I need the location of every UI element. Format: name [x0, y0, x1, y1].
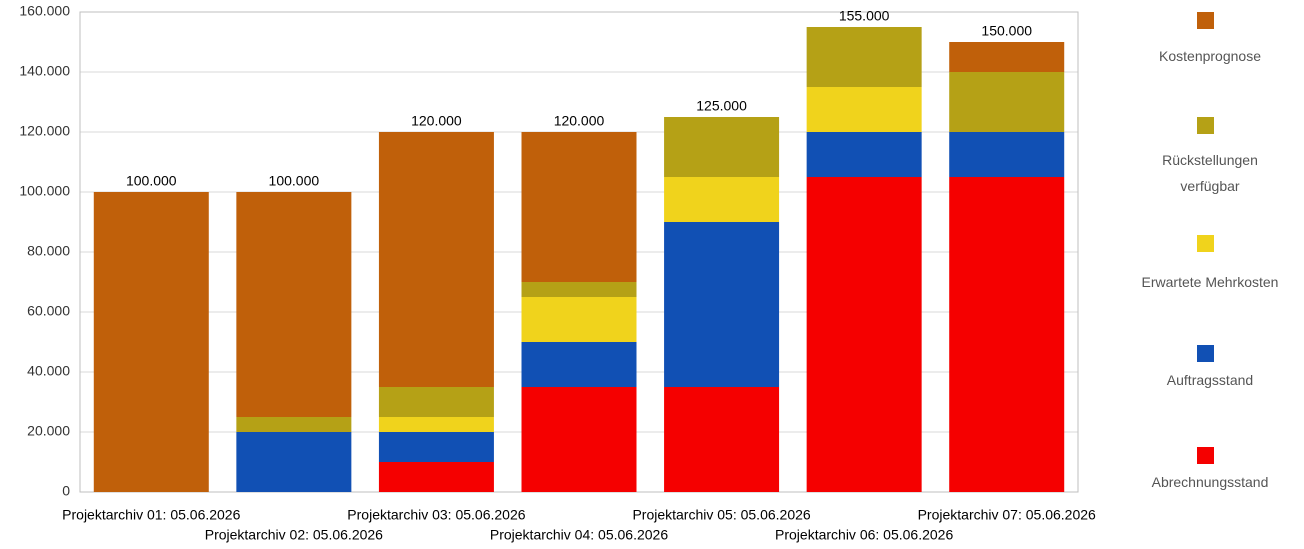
legend-swatch [1197, 235, 1214, 252]
bar-segment [521, 282, 637, 297]
total-label: 120.000 [411, 113, 462, 129]
bar-segment [949, 72, 1065, 132]
bar-segment [378, 417, 494, 432]
bar-segment [949, 42, 1065, 72]
bar-segment [664, 387, 780, 492]
y-tick-label: 140.000 [19, 63, 70, 79]
x-tick-label: Projektarchiv 06: 05.06.2026 [775, 527, 953, 543]
legend-label: Rückstellungen verfügbar [1162, 152, 1258, 194]
bar-segment [378, 387, 494, 417]
bar-segment [521, 387, 637, 492]
y-tick-label: 20.000 [27, 423, 70, 439]
x-tick-label: Projektarchiv 03: 05.06.2026 [347, 507, 525, 523]
legend-label: Auftragsstand [1166, 372, 1254, 388]
x-tick-label: Projektarchiv 04: 05.06.2026 [490, 527, 668, 543]
y-tick-label: 40.000 [27, 363, 70, 379]
total-label: 125.000 [696, 98, 747, 114]
bar-segment [378, 132, 494, 387]
y-tick-label: 100.000 [19, 183, 70, 199]
x-tick-label: Projektarchiv 05: 05.06.2026 [632, 507, 810, 523]
bar-segment [521, 132, 637, 282]
bar-segment [806, 27, 922, 87]
legend-label: Abrechnungsstand [1151, 474, 1269, 490]
bar-segment [378, 432, 494, 462]
total-label: 100.000 [269, 173, 320, 189]
bar-segment [664, 222, 780, 387]
bar-segment [236, 417, 352, 432]
bar-segment [806, 177, 922, 492]
total-label: 120.000 [554, 113, 605, 129]
x-tick-label: Projektarchiv 01: 05.06.2026 [62, 507, 240, 523]
bar-segment [949, 132, 1065, 177]
bar-segment [521, 297, 637, 342]
bar-segment [378, 462, 494, 492]
y-tick-label: 60.000 [27, 303, 70, 319]
bar-segment [236, 192, 352, 417]
total-label: 100.000 [126, 173, 177, 189]
legend-label: Erwartete Mehrkosten [1141, 274, 1279, 290]
y-tick-label: 0 [62, 483, 70, 499]
bar-segment [664, 177, 780, 222]
total-label: 155.000 [839, 8, 890, 24]
bar-segment [236, 432, 352, 492]
legend-swatch [1197, 447, 1214, 464]
bar-segment [806, 132, 922, 177]
y-tick-label: 80.000 [27, 243, 70, 259]
legend-label: Kostenprognose [1159, 48, 1261, 64]
total-label: 150.000 [981, 23, 1032, 39]
y-tick-label: 120.000 [19, 123, 70, 139]
x-tick-label: Projektarchiv 07: 05.06.2026 [918, 507, 1096, 523]
legend-swatch [1197, 345, 1214, 362]
bar-segment [664, 117, 780, 177]
bar-segment [949, 177, 1065, 492]
legend-swatch [1197, 117, 1214, 134]
bar-segment [93, 192, 209, 492]
bar-segment [806, 87, 922, 132]
y-tick-label: 160.000 [19, 3, 70, 19]
legend-swatch [1197, 12, 1214, 29]
x-tick-label: Projektarchiv 02: 05.06.2026 [205, 527, 383, 543]
bar-segment [521, 342, 637, 387]
